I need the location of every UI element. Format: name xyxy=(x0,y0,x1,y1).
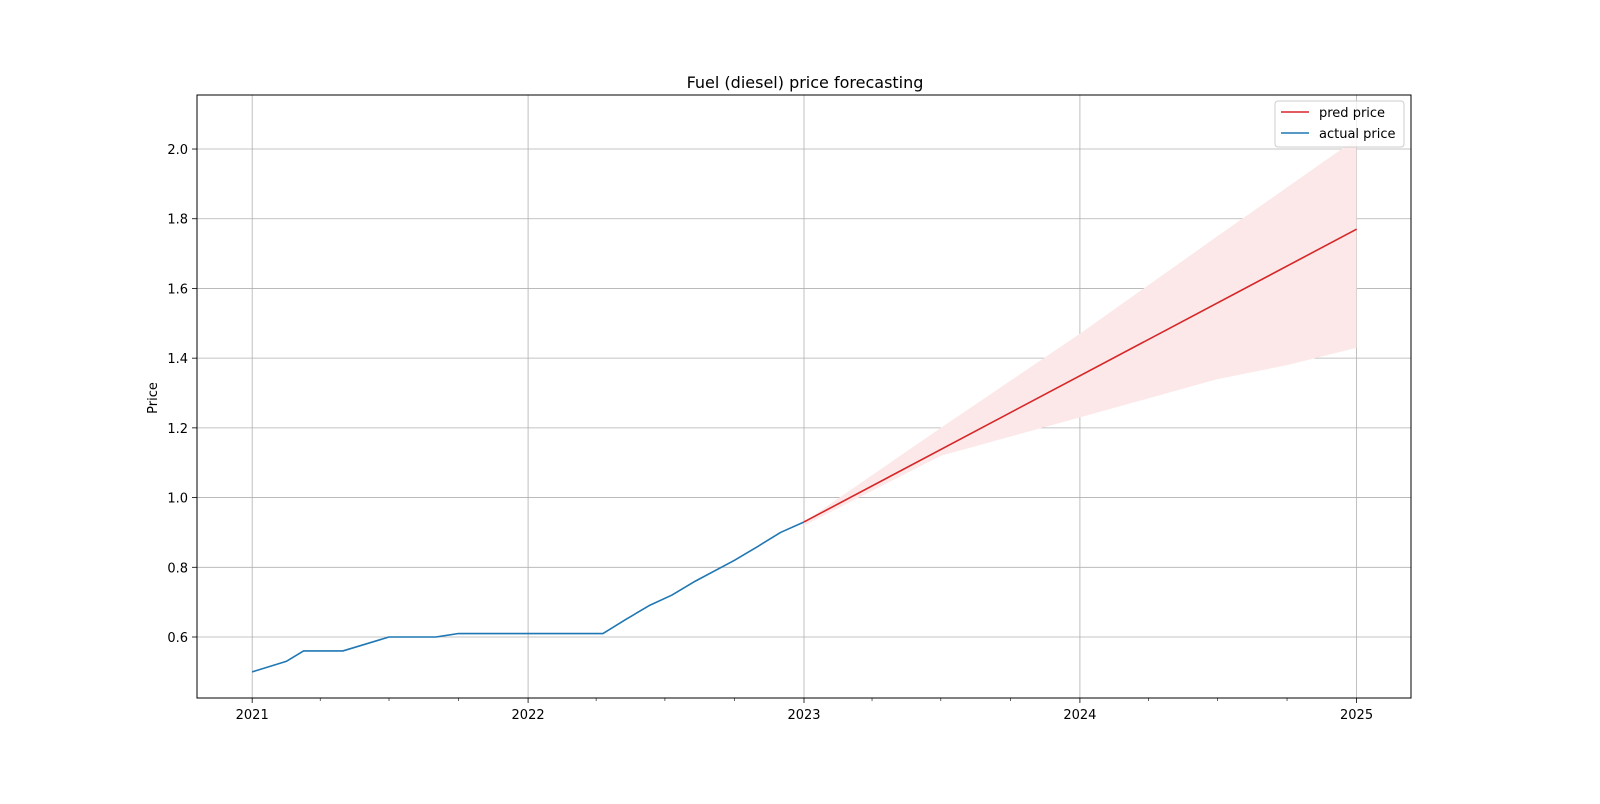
prediction-interval xyxy=(804,138,1357,526)
y-tick-label: 1.6 xyxy=(167,282,188,297)
legend: pred price actual price xyxy=(1274,100,1405,148)
y-tick-label: 0.8 xyxy=(167,561,188,576)
y-tick-label: 0.6 xyxy=(167,631,188,646)
legend-label-actual-price: actual price xyxy=(1319,127,1396,142)
x-tick-label: 2023 xyxy=(787,708,820,723)
series-lines xyxy=(251,228,1357,673)
x-tick-label: 2025 xyxy=(1340,708,1373,723)
y-tick-label: 1.0 xyxy=(167,492,188,507)
series-line-actual-price xyxy=(251,521,805,673)
y-tick-label: 2.0 xyxy=(167,143,188,158)
x-tick-label: 2022 xyxy=(512,708,545,723)
chart-title: Fuel (diesel) price forecasting xyxy=(687,73,924,92)
y-tick-label: 1.2 xyxy=(167,422,188,437)
confidence-band xyxy=(804,138,1357,526)
y-tick-label: 1.4 xyxy=(167,352,188,367)
x-tick-label: 2021 xyxy=(236,708,269,723)
axis-ticks: 2021 2022 2023 2024 2025 0.6 0.8 1.0 1.2 1.4 1.6 1.… xyxy=(167,143,1373,723)
x-tick-label: 2024 xyxy=(1063,708,1096,723)
y-tick-label: 1.8 xyxy=(167,213,188,228)
series-line-pred-price xyxy=(803,228,1357,523)
y-axis-label: Price xyxy=(146,382,161,414)
legend-label-pred-price: pred price xyxy=(1319,106,1385,121)
